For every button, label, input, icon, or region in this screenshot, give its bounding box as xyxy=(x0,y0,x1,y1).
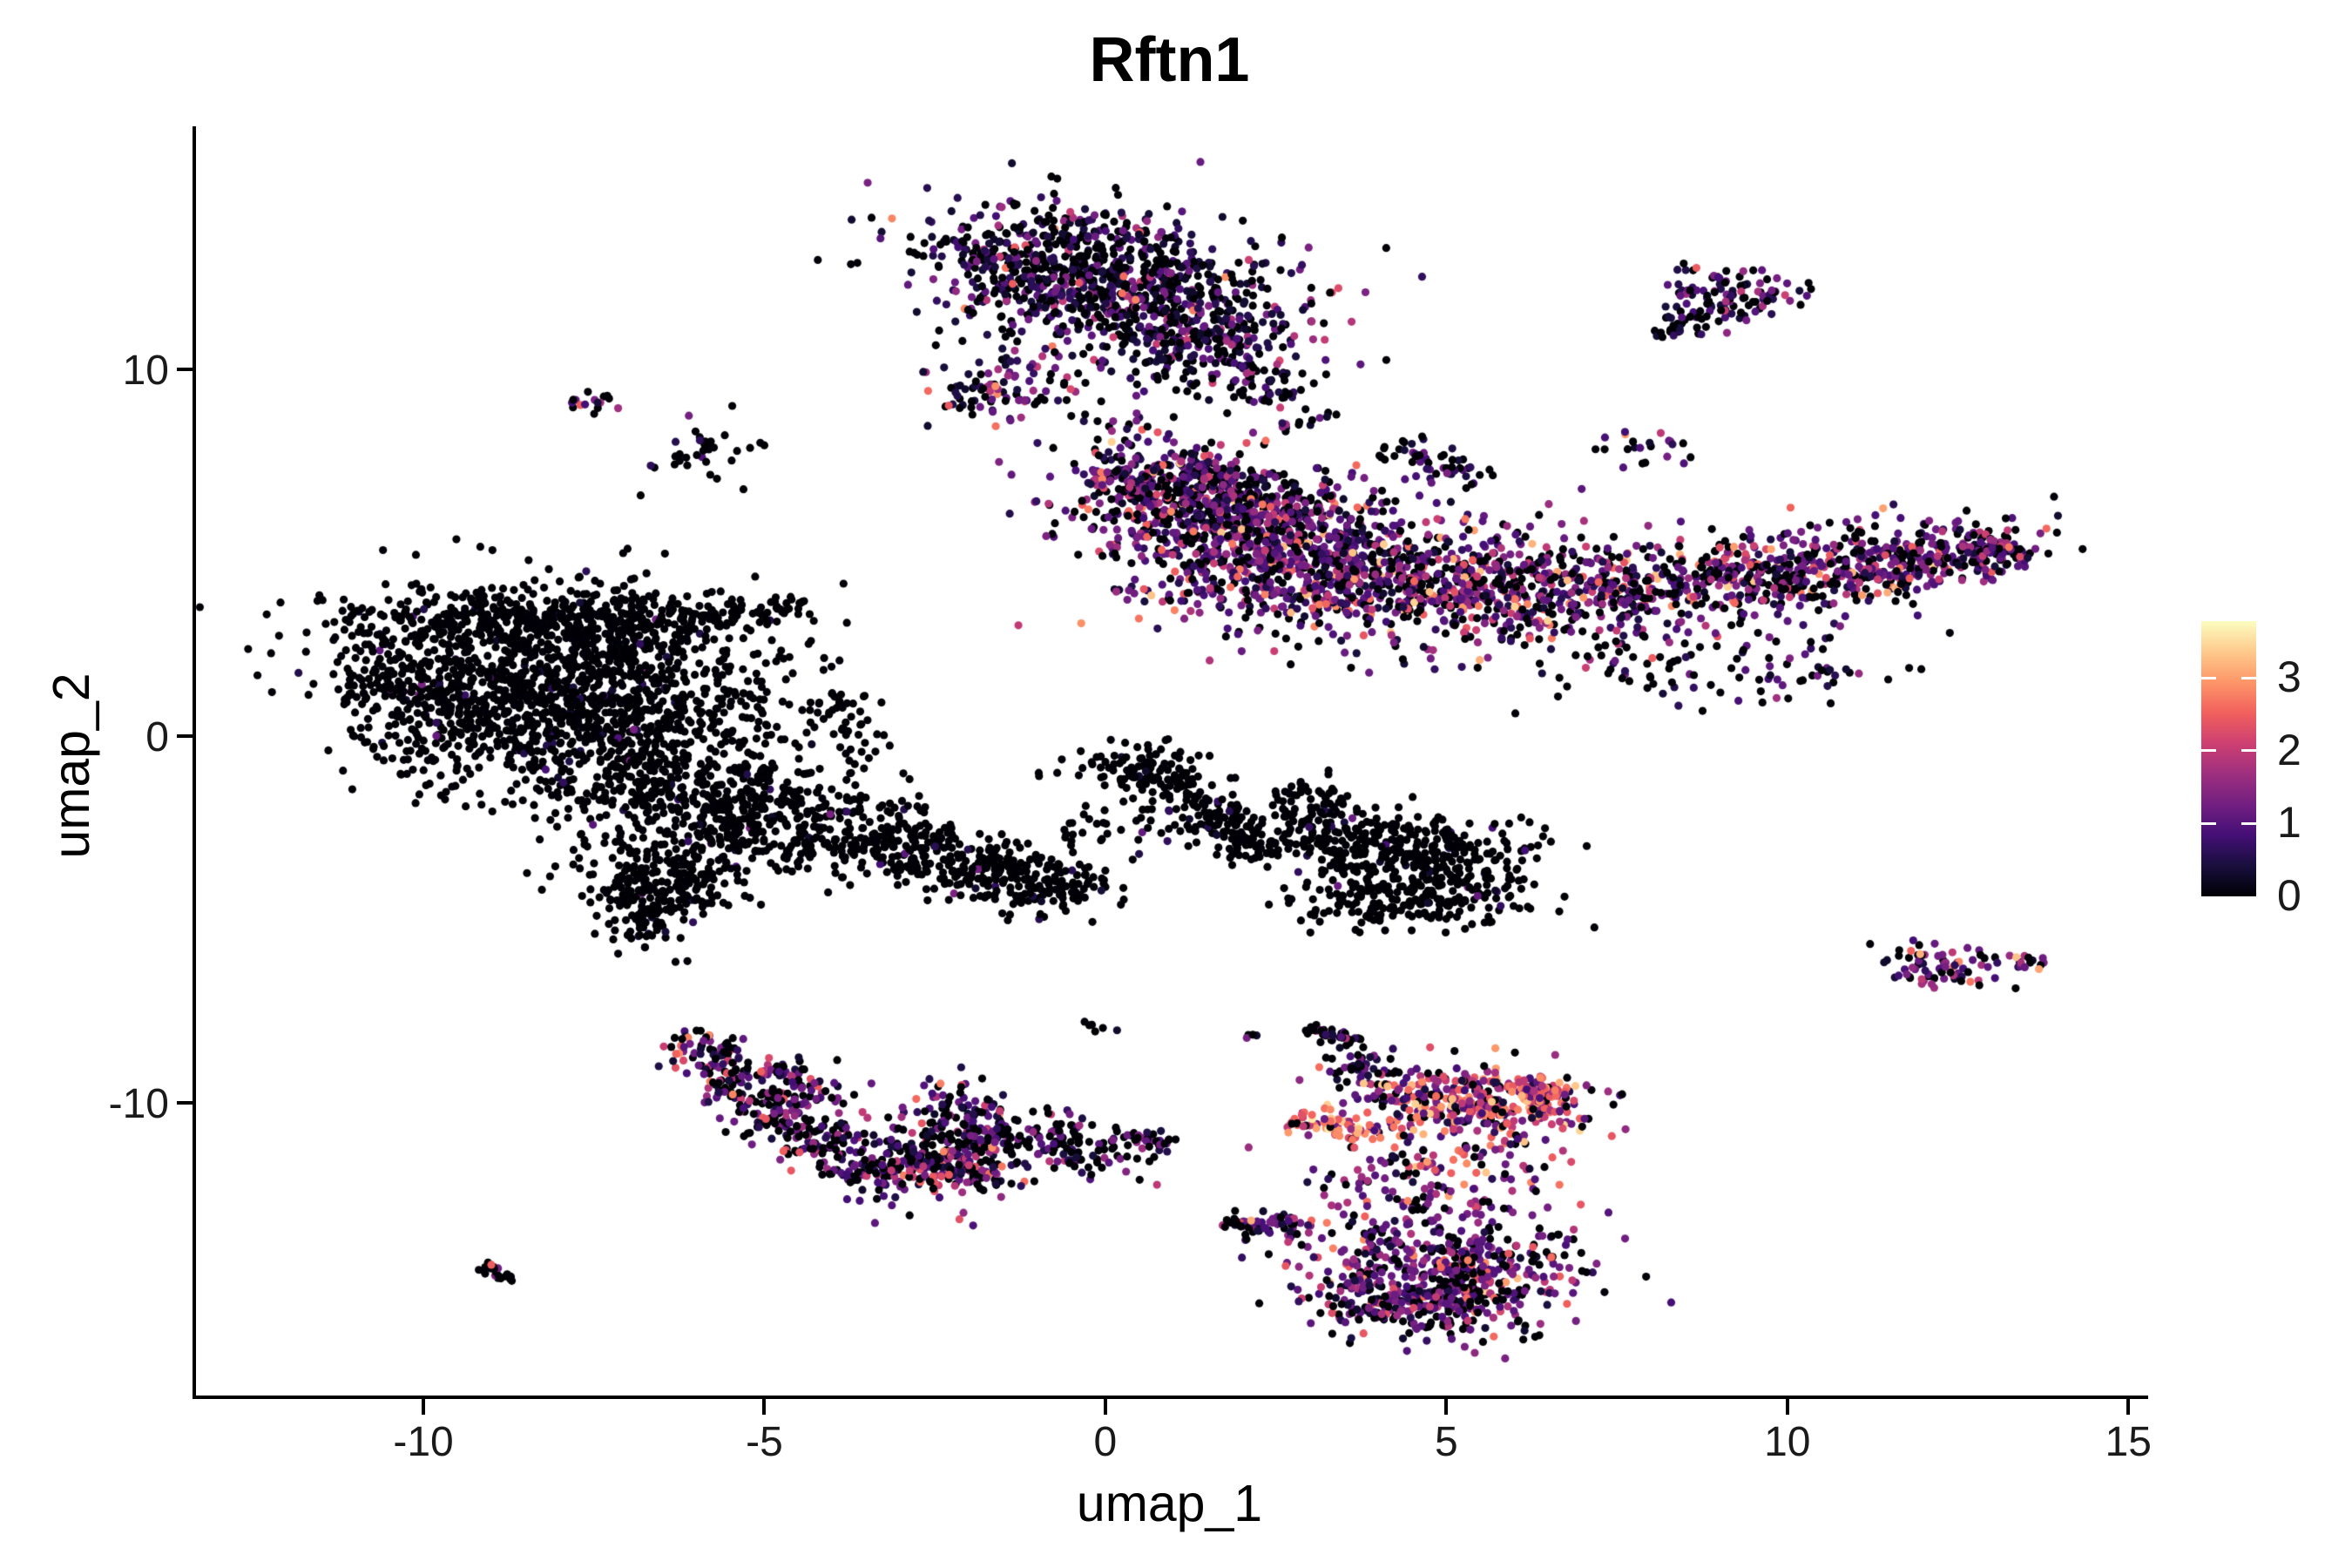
x-tick-mark xyxy=(762,1399,767,1415)
colorbar-tick-mark xyxy=(2241,821,2256,825)
y-tick-mark xyxy=(177,734,193,739)
colorbar-tick-label: 3 xyxy=(2277,652,2301,702)
x-axis-title: umap_1 xyxy=(1076,1475,1263,1532)
colorbar-tick-label: 2 xyxy=(2277,725,2301,774)
y-tick-mark xyxy=(177,1101,193,1105)
colorbar xyxy=(2201,621,2256,896)
x-tick-mark xyxy=(2126,1399,2131,1415)
colorbar-tick-mark xyxy=(2201,821,2216,825)
y-axis-line xyxy=(193,126,196,1399)
x-tick-label: -10 xyxy=(393,1419,454,1465)
x-tick-label: 0 xyxy=(1093,1419,1118,1465)
y-tick-label: 0 xyxy=(145,714,169,761)
x-tick-mark xyxy=(422,1399,426,1415)
colorbar-tick-label: 1 xyxy=(2277,798,2301,848)
x-tick-mark xyxy=(1785,1399,1789,1415)
plot-title: Rftn1 xyxy=(1089,25,1250,95)
colorbar-tick-mark xyxy=(2201,676,2216,679)
x-tick-label: 15 xyxy=(2105,1419,2152,1465)
colorbar-tick-mark xyxy=(2241,749,2256,753)
y-tick-mark xyxy=(177,368,193,372)
x-tick-label: -5 xyxy=(746,1419,783,1465)
x-tick-label: 5 xyxy=(1434,1419,1458,1465)
colorbar-tick-label: 0 xyxy=(2277,871,2301,920)
x-tick-mark xyxy=(1444,1399,1449,1415)
colorbar-tick-mark xyxy=(2241,676,2256,679)
x-axis-line xyxy=(193,1396,2148,1399)
y-axis-title: umap_2 xyxy=(43,672,100,859)
y-tick-label: -10 xyxy=(108,1081,169,1128)
x-tick-mark xyxy=(1103,1399,1107,1415)
x-tick-label: 10 xyxy=(1764,1419,1811,1465)
y-tick-label: 10 xyxy=(122,348,169,395)
colorbar-tick-mark xyxy=(2201,749,2216,753)
